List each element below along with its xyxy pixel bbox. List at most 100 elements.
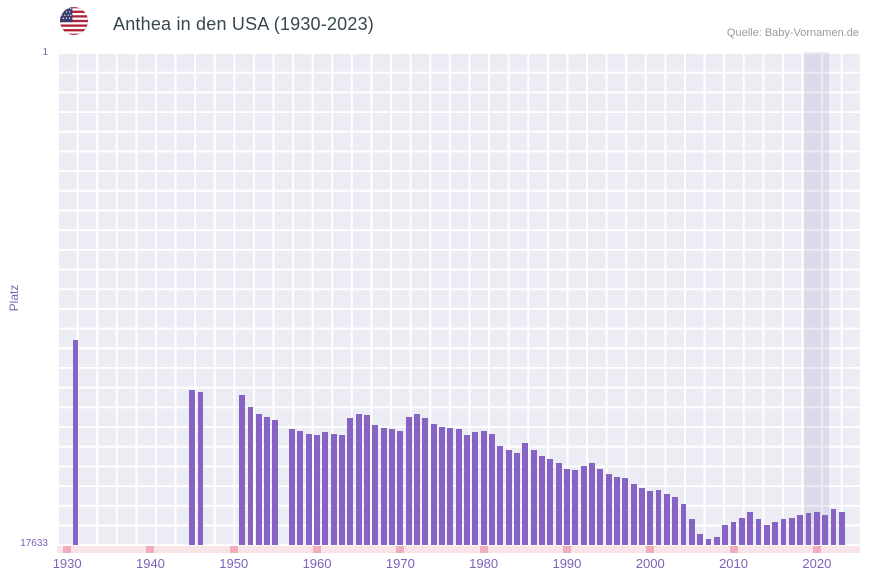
bar-1991[interactable]	[572, 469, 579, 545]
bar-1967[interactable]	[372, 425, 379, 545]
x-tick-label-2020: 2020	[802, 556, 832, 571]
bar-2014[interactable]	[763, 524, 770, 545]
bar-2021[interactable]	[822, 514, 829, 545]
bar-1979[interactable]	[472, 432, 479, 545]
y-tick-label-top: 1	[42, 47, 48, 58]
bar-2023[interactable]	[838, 511, 845, 545]
bar-2008[interactable]	[713, 537, 720, 545]
bar-1976[interactable]	[447, 428, 454, 545]
bar-1973[interactable]	[422, 418, 429, 545]
bar-1977[interactable]	[455, 429, 462, 545]
bar-1970[interactable]	[397, 430, 404, 545]
bar-2009[interactable]	[722, 524, 729, 545]
bar-1951[interactable]	[239, 394, 245, 545]
bar-1999[interactable]	[639, 488, 645, 545]
x-tick-mark-1940	[146, 546, 155, 553]
bar-1959[interactable]	[305, 433, 312, 545]
bar-1946[interactable]	[197, 391, 204, 545]
bar-1983[interactable]	[505, 450, 512, 545]
bar-1996[interactable]	[614, 476, 620, 545]
x-tick-mark-1950	[229, 546, 238, 553]
bar-2022[interactable]	[830, 509, 837, 545]
bar-2015[interactable]	[772, 521, 779, 545]
x-tick-mark-1980	[479, 546, 488, 553]
bar-2003[interactable]	[672, 496, 679, 545]
x-tick-label-2010: 2010	[719, 556, 748, 571]
bar-1968[interactable]	[380, 428, 387, 545]
bar-1995[interactable]	[605, 474, 612, 545]
bar-1957[interactable]	[289, 429, 295, 545]
bar-1989[interactable]	[555, 463, 562, 545]
bar-1971[interactable]	[405, 416, 412, 545]
bar-1974[interactable]	[430, 423, 437, 545]
x-tick-label-1980: 1980	[469, 556, 499, 571]
bar-2001[interactable]	[655, 489, 662, 545]
bar-1998[interactable]	[630, 483, 637, 545]
bar-1965[interactable]	[355, 414, 362, 545]
bar-1961[interactable]	[322, 432, 329, 545]
bar-1953[interactable]	[255, 414, 262, 545]
x-tick-mark-2000	[646, 546, 655, 553]
bar-1984[interactable]	[514, 453, 520, 545]
bar-2013[interactable]	[755, 518, 762, 545]
x-tick-label-2000: 2000	[635, 556, 665, 571]
bar-1992[interactable]	[580, 465, 587, 545]
x-tick-label-1960: 1960	[302, 556, 332, 571]
x-tick-label-1930: 1930	[52, 556, 82, 571]
bar-2007[interactable]	[705, 538, 712, 545]
bar-1975[interactable]	[439, 426, 445, 545]
bar-1963[interactable]	[339, 435, 345, 545]
bar-2020[interactable]	[813, 511, 820, 545]
us-flag-icon	[59, 6, 89, 36]
x-axis-strip	[57, 546, 860, 553]
bar-1993[interactable]	[589, 463, 595, 545]
x-tick-mark-2010	[729, 546, 738, 553]
plot-area[interactable]	[57, 52, 860, 545]
x-tick-mark-1970	[396, 546, 405, 553]
bar-1960[interactable]	[314, 435, 320, 545]
x-tick-mark-1990	[562, 546, 571, 553]
bar-1987[interactable]	[539, 456, 545, 545]
bar-1964[interactable]	[347, 418, 354, 545]
bar-2018[interactable]	[797, 514, 804, 545]
bar-2010[interactable]	[730, 521, 737, 545]
bar-1981[interactable]	[489, 433, 495, 545]
bar-1952[interactable]	[247, 407, 254, 545]
bar-1997[interactable]	[622, 478, 629, 545]
bar-2004[interactable]	[680, 503, 687, 545]
bar-1988[interactable]	[547, 458, 554, 545]
bar-1990[interactable]	[564, 468, 570, 545]
bar-2019[interactable]	[805, 513, 812, 545]
bar-1955[interactable]	[272, 419, 279, 545]
x-tick-label-1950: 1950	[219, 556, 249, 571]
bar-1972[interactable]	[414, 414, 420, 545]
chart-title: Anthea in den USA (1930-2023)	[113, 14, 374, 34]
bar-2016[interactable]	[780, 518, 787, 545]
bar-2005[interactable]	[688, 518, 695, 545]
bar-1966[interactable]	[364, 415, 370, 545]
bar-1945[interactable]	[189, 390, 196, 545]
bar-1986[interactable]	[530, 450, 537, 545]
bar-2011[interactable]	[738, 517, 745, 545]
bar-1954[interactable]	[264, 416, 270, 545]
x-tick-mark-1930	[63, 546, 72, 553]
bar-1982[interactable]	[497, 446, 504, 545]
bar-1962[interactable]	[330, 433, 337, 545]
bar-2006[interactable]	[697, 534, 704, 545]
recent-years-highlight-band	[804, 52, 830, 545]
bar-2000[interactable]	[647, 490, 654, 545]
bar-2002[interactable]	[663, 493, 670, 545]
x-axis-labels: 1930 1940 1950 1960 1970 1980 1990 2000 2010 2020	[53, 556, 860, 574]
bar-1958[interactable]	[297, 430, 304, 545]
bar-1969[interactable]	[389, 429, 395, 545]
bar-1985[interactable]	[522, 443, 529, 545]
bar-2017[interactable]	[788, 517, 795, 545]
x-tick-mark-2020	[812, 546, 821, 553]
bar-1980[interactable]	[480, 430, 487, 545]
bar-1994[interactable]	[597, 468, 604, 545]
x-tick-label-1940: 1940	[135, 556, 165, 571]
bar-1978[interactable]	[464, 435, 470, 545]
bar-1931[interactable]	[72, 339, 79, 545]
bar-2012[interactable]	[747, 511, 754, 545]
